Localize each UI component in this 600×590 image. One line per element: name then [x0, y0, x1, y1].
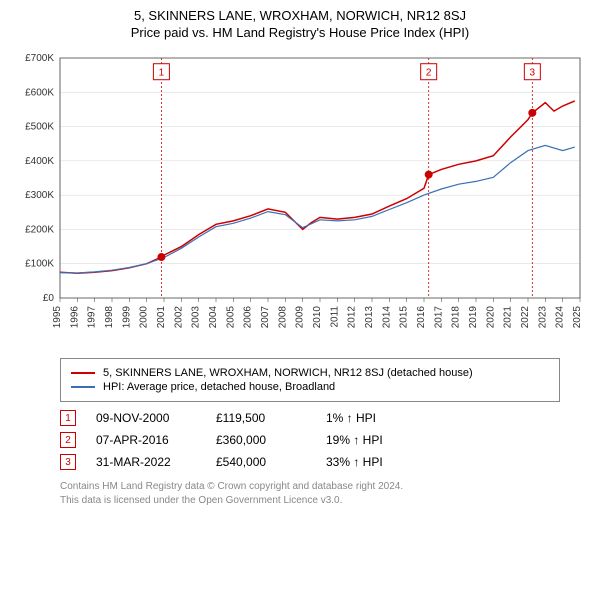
svg-text:2006: 2006 — [243, 306, 254, 329]
sale-hpi-diff: 1% ↑ HPI — [326, 411, 376, 425]
footer-line-1: Contains HM Land Registry data © Crown c… — [60, 480, 560, 494]
svg-text:2001: 2001 — [156, 306, 167, 329]
legend-swatch — [71, 386, 95, 388]
sale-marker-badge: 1 — [60, 410, 76, 426]
sale-row: 1 09-NOV-2000 £119,500 1% ↑ HPI — [60, 410, 560, 426]
svg-text:2008: 2008 — [277, 306, 288, 329]
svg-text:2018: 2018 — [451, 306, 462, 329]
legend-swatch — [71, 372, 95, 374]
svg-text:£600K: £600K — [25, 87, 54, 98]
svg-text:2014: 2014 — [381, 306, 392, 329]
chart-area: £0 £100K £200K £300K £400K £500K £600K £700K 199… — [10, 48, 590, 348]
svg-text:2004: 2004 — [208, 306, 219, 329]
svg-text:1995: 1995 — [52, 306, 63, 329]
svg-text:2012: 2012 — [347, 306, 358, 329]
footer: Contains HM Land Registry data © Crown c… — [60, 480, 560, 508]
sale-marker-badge: 2 — [60, 432, 76, 448]
sale-row: 2 07-APR-2016 £360,000 19% ↑ HPI — [60, 432, 560, 448]
sale-price: £360,000 — [216, 433, 306, 447]
legend-label: HPI: Average price, detached house, Broa… — [103, 381, 335, 393]
sale-date: 07-APR-2016 — [96, 433, 196, 447]
svg-text:2016: 2016 — [416, 306, 427, 329]
svg-text:1999: 1999 — [121, 306, 132, 329]
svg-text:2013: 2013 — [364, 306, 375, 329]
svg-text:2003: 2003 — [191, 306, 202, 329]
svg-text:2: 2 — [426, 68, 432, 79]
svg-text:2002: 2002 — [173, 306, 184, 329]
svg-text:2017: 2017 — [433, 306, 444, 329]
sales-table: 1 09-NOV-2000 £119,500 1% ↑ HPI 2 07-APR-2016… — [60, 410, 560, 470]
svg-text:£400K: £400K — [25, 156, 54, 167]
sale-date: 09-NOV-2000 — [96, 411, 196, 425]
svg-text:£0: £0 — [43, 293, 55, 304]
svg-text:£300K: £300K — [25, 190, 54, 201]
footer-line-2: This data is licensed under the Open Gov… — [60, 494, 560, 508]
legend-item: HPI: Average price, detached house, Broa… — [71, 381, 549, 393]
svg-text:1997: 1997 — [87, 306, 98, 329]
svg-text:3: 3 — [530, 68, 536, 79]
sale-marker-badge: 3 — [60, 454, 76, 470]
svg-text:2011: 2011 — [329, 306, 340, 328]
legend: 5, SKINNERS LANE, WROXHAM, NORWICH, NR12… — [60, 358, 560, 402]
svg-text:2022: 2022 — [520, 306, 531, 329]
svg-text:2005: 2005 — [225, 306, 236, 329]
svg-text:2019: 2019 — [468, 306, 479, 329]
sale-hpi-diff: 19% ↑ HPI — [326, 433, 383, 447]
svg-text:2025: 2025 — [572, 306, 583, 329]
svg-text:2015: 2015 — [399, 306, 410, 329]
legend-item: 5, SKINNERS LANE, WROXHAM, NORWICH, NR12… — [71, 367, 549, 379]
svg-text:2020: 2020 — [485, 306, 496, 329]
svg-text:1: 1 — [159, 68, 165, 79]
sale-price: £540,000 — [216, 455, 306, 469]
line-chart: £0 £100K £200K £300K £400K £500K £600K £700K 199… — [10, 48, 590, 348]
legend-label: 5, SKINNERS LANE, WROXHAM, NORWICH, NR12… — [103, 367, 473, 379]
svg-text:2023: 2023 — [537, 306, 548, 329]
svg-text:£700K: £700K — [25, 53, 54, 64]
svg-text:1996: 1996 — [69, 306, 80, 329]
page-subtitle: Price paid vs. HM Land Registry's House … — [10, 25, 590, 40]
svg-text:2009: 2009 — [295, 306, 306, 329]
svg-text:2000: 2000 — [139, 306, 150, 329]
page-title: 5, SKINNERS LANE, WROXHAM, NORWICH, NR12… — [10, 8, 590, 23]
svg-text:£200K: £200K — [25, 224, 54, 235]
svg-text:2024: 2024 — [555, 306, 566, 329]
sale-row: 3 31-MAR-2022 £540,000 33% ↑ HPI — [60, 454, 560, 470]
svg-text:£100K: £100K — [25, 259, 54, 270]
sale-date: 31-MAR-2022 — [96, 455, 196, 469]
sale-hpi-diff: 33% ↑ HPI — [326, 455, 383, 469]
svg-text:2010: 2010 — [312, 306, 323, 329]
svg-text:2021: 2021 — [503, 306, 514, 329]
svg-text:£500K: £500K — [25, 122, 54, 133]
svg-text:2007: 2007 — [260, 306, 271, 329]
sale-price: £119,500 — [216, 411, 306, 425]
svg-text:1998: 1998 — [104, 306, 115, 329]
